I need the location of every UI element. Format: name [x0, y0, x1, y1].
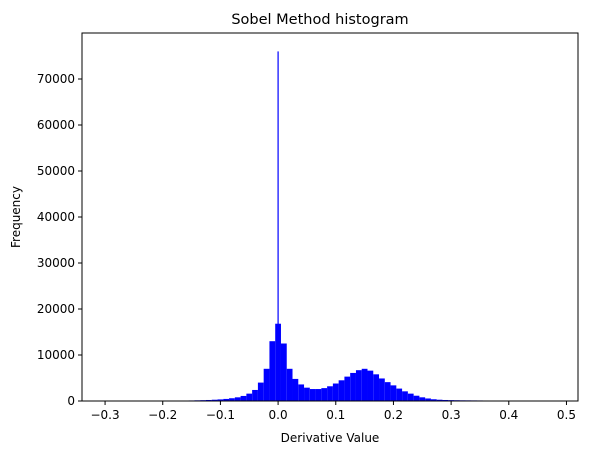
y-tick-label: 50000	[37, 164, 75, 178]
y-tick-label: 40000	[37, 210, 75, 224]
histogram-bar	[379, 378, 385, 401]
histogram-bar	[425, 398, 431, 401]
histogram-bar	[402, 391, 408, 401]
histogram-bar	[367, 370, 374, 401]
histogram-bar	[436, 399, 443, 401]
x-tick-label: −0.2	[148, 408, 177, 422]
x-tick-label: −0.1	[206, 408, 235, 422]
histogram-bars	[171, 51, 570, 402]
histogram-bar	[413, 395, 420, 401]
histogram-bar	[223, 398, 230, 401]
histogram-bar	[390, 385, 397, 401]
x-tick-label: 0.1	[326, 408, 345, 422]
x-tick-label: −0.3	[90, 408, 119, 422]
histogram-bar	[229, 398, 235, 401]
histogram-bar	[298, 384, 305, 401]
histogram-bar	[396, 388, 403, 401]
y-tick-label: 20000	[37, 302, 75, 316]
plot-frame	[81, 32, 579, 402]
histogram-bar	[327, 386, 333, 401]
histogram-bar	[269, 341, 276, 401]
histogram-bar	[234, 397, 241, 401]
x-tick-label: 0.4	[499, 408, 518, 422]
histogram-bar	[321, 388, 328, 401]
histogram-bar	[338, 380, 345, 401]
histogram-bar	[332, 383, 339, 401]
histogram-spike-bar	[277, 51, 279, 402]
histogram-bar	[206, 399, 212, 401]
histogram-bar	[304, 387, 310, 401]
histogram-bar	[350, 372, 356, 401]
x-tick-label: 0.5	[557, 408, 576, 422]
x-axis-ticks: −0.3 −0.2 −0.1 0.0 0.1 0.2 0.3 0.4 0.5	[90, 401, 576, 422]
histogram-bar	[407, 393, 414, 401]
y-tick-label: 60000	[37, 118, 75, 132]
x-tick-label: 0.0	[269, 408, 288, 422]
x-tick-label: 0.3	[442, 408, 461, 422]
histogram-bar	[217, 399, 224, 401]
y-axis-ticks: 0 10000 20000 30000 40000 50000 60000 70000	[37, 72, 82, 408]
histogram-bar	[280, 343, 287, 401]
histogram-bar	[361, 368, 368, 401]
y-axis-label: Frequency	[9, 186, 23, 248]
histogram-bar	[240, 395, 247, 401]
y-tick-label: 0	[67, 394, 75, 408]
histogram-bar	[373, 374, 380, 401]
histogram-bar	[419, 397, 426, 401]
histogram-bar	[252, 389, 258, 401]
histogram-bar	[309, 389, 316, 401]
histogram-bar	[384, 382, 391, 401]
histogram-bar	[257, 382, 264, 401]
y-tick-label: 10000	[37, 348, 75, 362]
y-tick-label: 30000	[37, 256, 75, 270]
histogram-bar	[263, 368, 270, 401]
histogram-bar	[344, 376, 351, 401]
histogram-bar	[442, 399, 449, 401]
histogram-bar	[355, 370, 362, 401]
x-tick-label: 0.2	[384, 408, 403, 422]
histogram-bar	[430, 399, 437, 401]
histogram-bar	[292, 378, 299, 401]
chart-title: Sobel Method histogram	[231, 12, 408, 28]
histogram-bar	[246, 393, 253, 401]
histogram-bar	[286, 368, 293, 401]
histogram-bar	[211, 399, 218, 401]
x-axis-label: Derivative Value	[281, 431, 380, 445]
histogram-bar	[315, 389, 322, 401]
y-tick-label: 70000	[37, 72, 75, 86]
